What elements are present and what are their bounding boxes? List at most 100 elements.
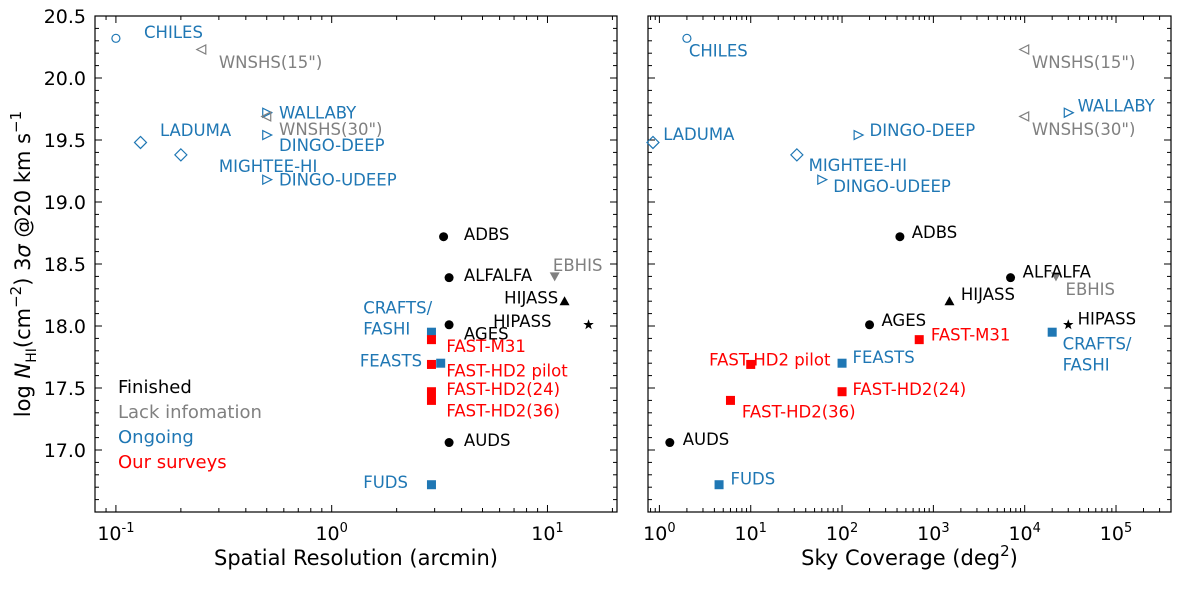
wnshs-15-label: WNSHS(15") xyxy=(1032,53,1135,72)
wallaby-point xyxy=(1063,107,1075,119)
wnshs-30-point xyxy=(1018,110,1030,122)
chiles-point xyxy=(682,33,692,43)
hipass-point xyxy=(1063,319,1074,330)
legend-lack-infomation: Lack infomation xyxy=(118,402,262,423)
alfalfa-point xyxy=(444,273,454,283)
ages-point xyxy=(865,320,875,330)
x-tick-label: 10-1 xyxy=(97,521,134,545)
legend-our-surveys: Our surveys xyxy=(118,452,227,473)
wallaby-label: WALLABY xyxy=(1078,96,1156,115)
x-tick-label: 104 xyxy=(1008,521,1040,545)
ages-label: AGES xyxy=(464,324,509,343)
dingo-deep-point xyxy=(853,129,865,141)
fast-m31-point xyxy=(914,335,924,345)
feasts-label: FEASTS xyxy=(852,348,914,367)
hijass-point xyxy=(944,296,955,306)
y-tick-label: 17.0 xyxy=(44,440,86,462)
x-tick-label: 101 xyxy=(531,521,563,545)
hijass-label: HIJASS xyxy=(504,288,558,307)
x-tick-label: 100 xyxy=(315,521,347,545)
auds-label: AUDS xyxy=(683,430,730,449)
wnshs-15-point xyxy=(195,44,207,55)
dingo-udeep-point xyxy=(262,174,274,186)
right-panel-sky-coverage: 100 101 102 103 104 105 Sky Coverage (deg2) CHI… xyxy=(643,15,1172,570)
y-tick-label: 18.0 xyxy=(44,316,86,338)
fast-hd2-24-point xyxy=(426,387,436,397)
fast-hd2-pilot-point xyxy=(746,359,756,369)
fast-hd2-pilot-label: FAST-HD2 pilot xyxy=(709,350,831,369)
fast-m31-label: FAST-M31 xyxy=(446,337,526,356)
fast-hd2-24-point xyxy=(837,387,847,397)
dingo-deep-label: DINGO-DEEP xyxy=(870,121,976,140)
x-tick-label: 100 xyxy=(643,521,675,545)
fuds-point xyxy=(426,480,436,490)
fuds-point xyxy=(714,480,724,490)
fast-m31-label: FAST-M31 xyxy=(931,326,1011,345)
wnshs-15-label: WNSHS(15") xyxy=(219,53,322,72)
feasts-point xyxy=(837,358,847,368)
chiles-point xyxy=(111,33,121,43)
wnshs-30-label: WNSHS(30") xyxy=(1032,120,1135,139)
ebhis-point xyxy=(1050,272,1061,282)
ages-point xyxy=(444,320,454,330)
laduma-label: LADUMA xyxy=(160,121,232,140)
status-legend: Finished Lack infomation Ongoing Our survey… xyxy=(118,377,262,473)
mightee-hi-point xyxy=(174,148,188,162)
fast-hd2-36-point xyxy=(725,395,735,405)
left-panel-spatial-resolution: 10-1 100 101 17.0 17.5 18.0 18.5 19.0 19.5 20.0 20… xyxy=(7,6,618,570)
fast-hd2-36-point xyxy=(426,395,436,405)
fuds-label: FUDS xyxy=(363,473,408,492)
crafts-label: CRAFTS/ xyxy=(1063,334,1132,353)
dingo-deep-point xyxy=(262,129,274,141)
mightee-hi-label: MIGHTEE-HI xyxy=(809,156,907,175)
laduma-label: LADUMA xyxy=(663,125,735,144)
y-tick-label: 18.5 xyxy=(44,254,86,276)
fast-hd2-24-label: FAST-HD2(24) xyxy=(852,380,966,399)
wnshs-30-label: WNSHS(30") xyxy=(279,120,382,139)
adbs-point xyxy=(439,232,449,242)
fashi-label: FASHI xyxy=(1063,355,1110,374)
y-tick-label: 19.5 xyxy=(44,130,86,152)
chiles-label: CHILES xyxy=(689,42,748,61)
hipass-point xyxy=(583,319,594,330)
x-tick-label: 102 xyxy=(826,521,858,545)
crafts-fashi-point xyxy=(426,327,436,337)
adbs-label: ADBS xyxy=(464,225,510,244)
adbs-point xyxy=(895,232,905,242)
fast-hd2-pilot-label: FAST-HD2 pilot xyxy=(446,362,568,381)
ebhis-label: EBHIS xyxy=(553,256,603,275)
hijass-label: HIJASS xyxy=(961,285,1015,304)
feasts-point xyxy=(436,358,446,368)
legend-finished: Finished xyxy=(118,377,192,398)
ebhis-label: EBHIS xyxy=(1066,280,1116,299)
auds-point xyxy=(665,438,675,448)
ebhis-point xyxy=(549,272,560,282)
crafts-fashi-point xyxy=(1047,327,1057,337)
wallaby-label: WALLABY xyxy=(279,104,357,123)
dingo-udeep-label: DINGO-UDEEP xyxy=(279,171,397,190)
x-tick-label: 103 xyxy=(917,521,949,545)
alfalfa-label: ALFALFA xyxy=(464,266,533,285)
feasts-label: FEASTS xyxy=(360,352,422,371)
fashi-label: FASHI xyxy=(363,319,410,338)
alfalfa-point xyxy=(1006,273,1016,283)
mightee-hi-label: MIGHTEE-HI xyxy=(219,157,317,176)
auds-label: AUDS xyxy=(464,431,511,450)
ages-label: AGES xyxy=(881,311,926,330)
x-tick-label: 105 xyxy=(1100,521,1132,545)
mightee-hi-point xyxy=(790,148,804,162)
dingo-udeep-label: DINGO-UDEEP xyxy=(833,177,951,196)
dingo-udeep-point xyxy=(817,174,829,186)
x-axis-label: Sky Coverage (deg2) xyxy=(801,542,1018,570)
alfalfa-label: ALFALFA xyxy=(1023,262,1092,281)
adbs-label: ADBS xyxy=(912,223,958,242)
laduma-point xyxy=(646,135,660,150)
y-axis-label: log NHI(cm−2) 3σ @20 km s−1 xyxy=(7,111,40,417)
x-axis-label: Spatial Resolution (arcmin) xyxy=(214,546,498,570)
hijass-point xyxy=(559,296,570,306)
chiles-label: CHILES xyxy=(144,23,203,42)
wallaby-point xyxy=(262,107,274,119)
dingo-deep-label: DINGO-DEEP xyxy=(279,136,385,155)
fast-hd2-36-label: FAST-HD2(36) xyxy=(742,403,856,422)
fast-hd2-24-label: FAST-HD2(24) xyxy=(446,380,560,399)
